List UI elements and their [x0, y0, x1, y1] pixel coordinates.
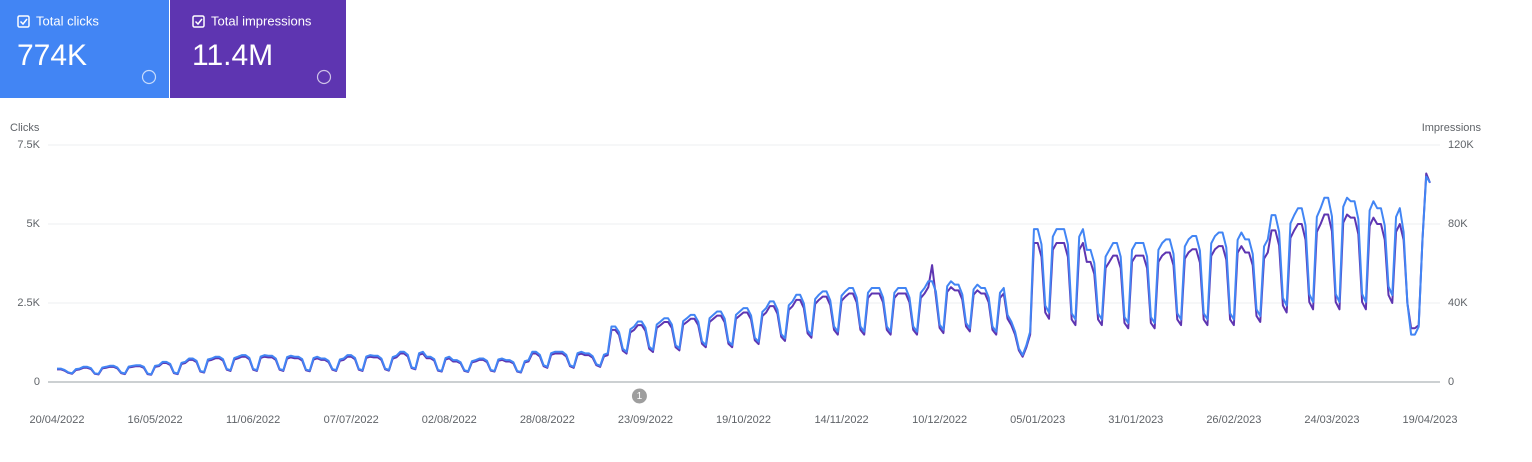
- y-axis-title: Clicks: [10, 122, 40, 134]
- help-icon[interactable]: [141, 69, 157, 85]
- x-tick-label: 05/01/2023: [1010, 414, 1065, 426]
- y-tick-label: 0: [1448, 376, 1454, 388]
- card-clicks[interactable]: Total clicks 774K: [0, 0, 169, 98]
- y-tick-label: 0: [34, 376, 40, 388]
- check-mark: [19, 18, 28, 26]
- x-tick-label: 26/02/2023: [1206, 414, 1261, 426]
- x-tick-label: 24/03/2023: [1304, 414, 1359, 426]
- y-tick-label: 5K: [27, 218, 41, 230]
- x-tick-label: 28/08/2022: [520, 414, 575, 426]
- card-value: 774K: [17, 39, 87, 72]
- x-tick-label: 14/11/2022: [814, 414, 868, 426]
- y-tick-label: 80K: [1448, 218, 1468, 230]
- series-line: [57, 175, 1431, 376]
- y-tick-label: 7.5K: [17, 139, 40, 151]
- y-tick-label: 120K: [1448, 139, 1474, 151]
- annotation-marker: [631, 388, 647, 404]
- y-tick-label: 40K: [1448, 297, 1468, 309]
- x-tick-label: 23/09/2022: [618, 414, 673, 426]
- x-tick-label: 10/12/2022: [912, 414, 967, 426]
- check-mark: [194, 18, 203, 26]
- card-label: Total impressions: [211, 13, 312, 28]
- x-tick-label: 16/05/2022: [128, 414, 183, 426]
- x-tick-label: 02/08/2022: [422, 414, 477, 426]
- checkbox[interactable]: [17, 15, 30, 28]
- card-impressions[interactable]: Total impressions 11.4M: [170, 0, 346, 98]
- y2-axis-title: Impressions: [1422, 122, 1482, 134]
- x-tick-label: 07/07/2022: [324, 414, 379, 426]
- annotation-label: 1: [637, 391, 643, 402]
- y-tick-label: 2.5K: [17, 297, 40, 309]
- series-line: [57, 172, 1431, 376]
- x-tick-label: 19/04/2023: [1402, 414, 1457, 426]
- help-icon[interactable]: [316, 69, 332, 85]
- x-tick-label: 19/10/2022: [716, 414, 771, 426]
- x-tick-label: 31/01/2023: [1108, 414, 1163, 426]
- x-tick-label: 20/04/2022: [29, 414, 84, 426]
- card-label: Total clicks: [36, 13, 99, 28]
- annotation[interactable]: 1: [631, 388, 647, 404]
- card-value: 11.4M: [192, 39, 273, 72]
- checkbox[interactable]: [192, 15, 205, 28]
- x-tick-label: 11/06/2022: [226, 414, 280, 426]
